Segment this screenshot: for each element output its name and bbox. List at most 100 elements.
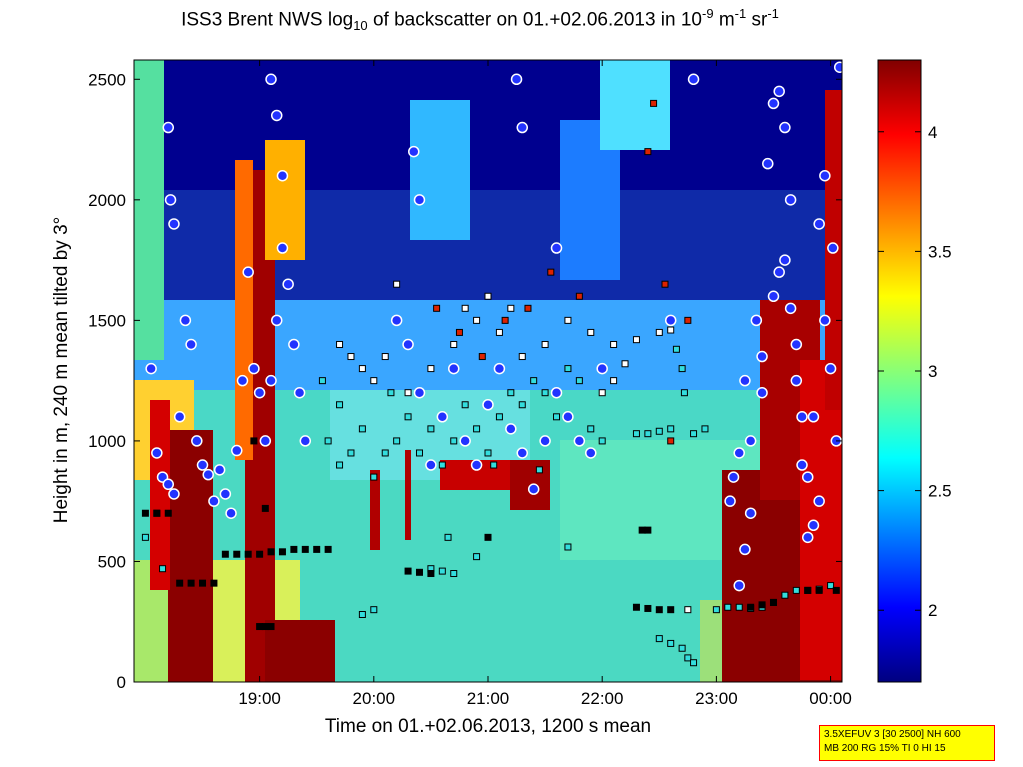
y-tick-label: 2000 <box>88 191 126 210</box>
circle-marker <box>744 507 757 519</box>
square-marker-4 <box>655 606 663 614</box>
square-marker-2 <box>518 353 526 361</box>
square-marker-4 <box>815 586 823 594</box>
square-marker-1 <box>490 461 498 469</box>
square-marker-4 <box>758 601 766 609</box>
circle-marker <box>687 73 700 86</box>
circle-marker <box>168 488 180 500</box>
square-marker-2 <box>393 280 401 288</box>
axis-ticks: 19:00 20:00 21:00 22:00 23:00 00:00 0 500 1000 15… <box>88 60 852 708</box>
square-marker-3 <box>684 316 692 324</box>
square-marker-1 <box>827 582 835 590</box>
circle-marker <box>288 338 300 351</box>
square-marker-3 <box>547 268 555 276</box>
circle-marker <box>505 423 517 435</box>
square-marker-2 <box>381 353 389 361</box>
square-marker-1 <box>792 586 800 594</box>
square-marker-4 <box>221 550 229 558</box>
plume-region <box>265 620 335 682</box>
square-marker-2 <box>610 340 618 348</box>
colorbar-tick-label: 3 <box>928 362 937 381</box>
square-marker-1 <box>473 425 481 433</box>
circle-marker <box>173 411 186 423</box>
square-marker-3 <box>433 304 441 312</box>
circle-marker <box>413 194 426 206</box>
circle-marker <box>784 302 797 315</box>
square-marker-4 <box>324 545 332 553</box>
square-marker-4 <box>141 509 149 517</box>
circle-marker <box>762 157 774 170</box>
square-marker-1 <box>781 591 789 599</box>
circle-marker <box>744 435 757 447</box>
circle-marker <box>265 374 277 387</box>
square-marker-2 <box>621 360 629 368</box>
square-marker-1 <box>553 413 561 421</box>
colorbar-tick-label: 4 <box>928 123 937 142</box>
square-marker-4 <box>278 548 286 556</box>
square-marker-1 <box>415 449 423 457</box>
field-region <box>410 100 470 240</box>
square-marker-4 <box>484 533 492 541</box>
square-marker-1 <box>667 639 675 647</box>
square-marker-1 <box>678 365 686 373</box>
x-tick-label: 00:00 <box>809 689 852 708</box>
colorbar-ticks: 2 2.5 3 3.5 4 <box>878 123 952 620</box>
colorbar: 2 2.5 3 3.5 4 <box>877 59 952 683</box>
square-marker-2 <box>484 292 492 300</box>
circle-marker <box>573 435 586 447</box>
circle-marker <box>425 459 437 471</box>
square-marker-4 <box>427 570 435 578</box>
circle-marker <box>196 459 209 471</box>
square-marker-4 <box>244 550 252 558</box>
plume-region <box>150 400 170 590</box>
circle-marker <box>191 435 203 447</box>
square-marker-1 <box>381 449 389 457</box>
circle-marker <box>179 314 192 327</box>
square-marker-1 <box>444 533 452 541</box>
circle-marker <box>801 471 814 483</box>
circle-marker <box>727 471 740 483</box>
square-marker-2 <box>684 606 692 614</box>
square-marker-2 <box>632 336 640 344</box>
circle-marker <box>299 435 312 447</box>
circle-marker <box>270 314 283 327</box>
marker-layer <box>141 61 842 667</box>
circle-marker <box>162 478 175 491</box>
circle-marker <box>208 495 220 507</box>
square-marker-1 <box>690 659 698 667</box>
square-marker-1 <box>530 377 538 385</box>
square-marker-4 <box>261 504 269 512</box>
square-marker-2 <box>358 365 366 373</box>
circle-marker <box>807 519 820 532</box>
square-marker-1 <box>438 567 446 575</box>
square-marker-2 <box>598 389 606 397</box>
circle-marker <box>796 411 808 423</box>
circle-marker <box>773 85 785 98</box>
circle-marker <box>242 266 254 278</box>
square-marker-1 <box>655 635 663 643</box>
square-marker-4 <box>250 437 258 445</box>
square-marker-4 <box>256 623 264 631</box>
square-marker-1 <box>393 437 401 445</box>
circle-marker <box>733 579 745 592</box>
square-marker-4 <box>153 509 161 517</box>
circle-marker <box>402 338 414 351</box>
circle-marker <box>550 242 563 254</box>
square-marker-4 <box>632 603 640 611</box>
y-tick-label: 0 <box>117 673 126 692</box>
circle-marker <box>801 531 814 544</box>
square-marker-2 <box>587 328 595 336</box>
infobox-line-1: 3.5XEFUV 3 [30 2500] NH 600 <box>824 729 961 740</box>
square-marker-2 <box>427 365 435 373</box>
circle-marker <box>270 109 283 122</box>
circle-marker <box>413 386 426 399</box>
square-marker-1 <box>655 427 663 435</box>
square-marker-2 <box>610 377 618 385</box>
square-marker-1 <box>575 377 583 385</box>
square-marker-1 <box>370 473 378 481</box>
square-marker-1 <box>427 425 435 433</box>
x-tick-label: 20:00 <box>353 689 396 708</box>
colorbar-tick-label: 2 <box>928 601 937 620</box>
square-marker-2 <box>370 377 378 385</box>
